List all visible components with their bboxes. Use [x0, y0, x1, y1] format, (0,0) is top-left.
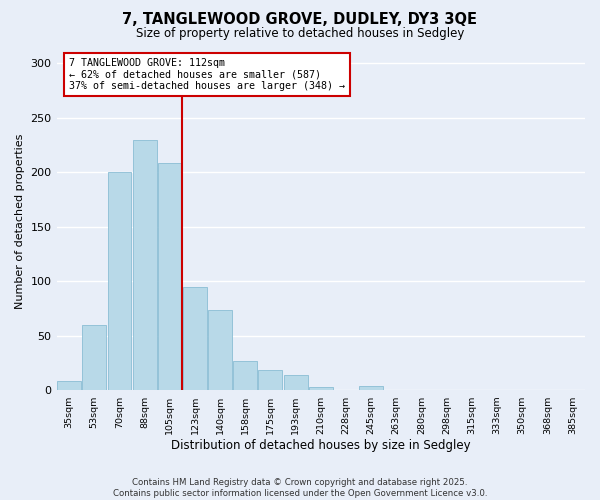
- Bar: [107, 172, 131, 390]
- Bar: [359, 386, 383, 390]
- Bar: [133, 140, 157, 390]
- Y-axis label: Number of detached properties: Number of detached properties: [15, 134, 25, 309]
- Bar: [208, 310, 232, 390]
- Text: Contains HM Land Registry data © Crown copyright and database right 2025.
Contai: Contains HM Land Registry data © Crown c…: [113, 478, 487, 498]
- Bar: [259, 370, 283, 390]
- Text: 7 TANGLEWOOD GROVE: 112sqm
← 62% of detached houses are smaller (587)
37% of sem: 7 TANGLEWOOD GROVE: 112sqm ← 62% of deta…: [69, 58, 345, 91]
- Bar: [183, 287, 207, 391]
- X-axis label: Distribution of detached houses by size in Sedgley: Distribution of detached houses by size …: [171, 440, 470, 452]
- Bar: [309, 387, 333, 390]
- Text: 7, TANGLEWOOD GROVE, DUDLEY, DY3 3QE: 7, TANGLEWOOD GROVE, DUDLEY, DY3 3QE: [122, 12, 478, 28]
- Bar: [82, 325, 106, 390]
- Bar: [284, 375, 308, 390]
- Bar: [233, 361, 257, 390]
- Text: Size of property relative to detached houses in Sedgley: Size of property relative to detached ho…: [136, 28, 464, 40]
- Bar: [158, 162, 182, 390]
- Bar: [57, 380, 81, 390]
